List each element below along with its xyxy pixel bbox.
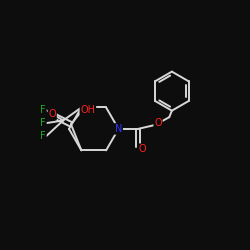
Text: F: F xyxy=(40,131,46,141)
Text: OH: OH xyxy=(80,105,96,115)
Text: O: O xyxy=(154,118,162,128)
Text: O: O xyxy=(48,110,56,120)
Text: O: O xyxy=(139,144,146,154)
Text: N: N xyxy=(115,124,122,134)
Text: F: F xyxy=(40,105,46,115)
Text: F: F xyxy=(40,118,46,128)
